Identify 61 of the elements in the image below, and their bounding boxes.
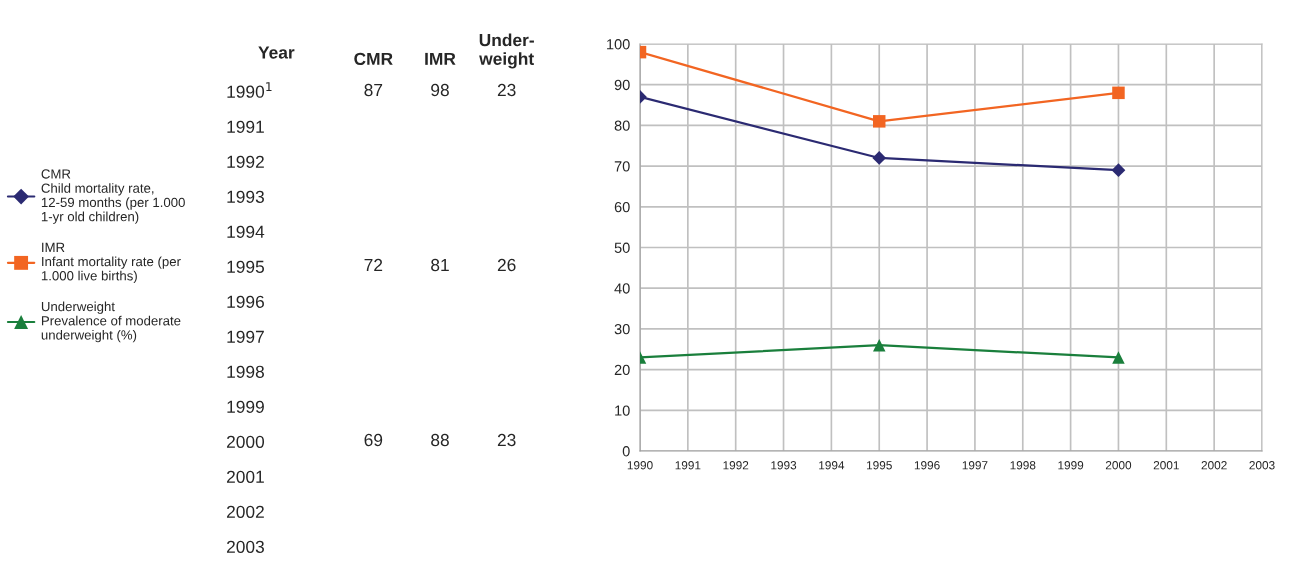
y-tick-label: 1998 — [227, 365, 264, 378]
x-tick-label: 1999 — [1058, 461, 1084, 470]
x-tick-label: IMR — [425, 52, 456, 65]
y-tick-label: 70 — [614, 161, 630, 172]
y-tick-label: 2003 — [226, 540, 264, 553]
y-tick-label: 2001 — [226, 470, 264, 483]
data-label: 23 — [497, 83, 516, 97]
y-tick-label: 1994 — [227, 225, 265, 238]
x-tick-label: 1992 — [723, 461, 749, 470]
data-label: 98 — [431, 83, 449, 97]
x-tick-label: CMR — [354, 52, 393, 66]
y-tick-label: 2002 — [226, 505, 264, 518]
y-tick-label: 80 — [614, 120, 630, 131]
data-label: 23 — [497, 433, 516, 447]
y-tick-label: 1997 — [227, 330, 264, 343]
data-label: 88 — [431, 433, 449, 447]
x-tick-label: 1996 — [914, 461, 940, 470]
y-tick-label: 10 — [615, 405, 630, 416]
legend-label: Underweight Prevalence of moderate underweight (%) — [41, 301, 181, 343]
data-label: 87 — [364, 83, 383, 97]
x-tick-label: Under- weight — [479, 33, 534, 69]
legend-label: CMR Child mortality rate, 12-59 months (per 1.000 1-yr old children) — [41, 169, 185, 224]
point — [872, 151, 887, 165]
x-tick-label: 1998 — [1010, 461, 1036, 470]
x-tick-label: 2003 — [1249, 461, 1275, 470]
data-label: 72 — [364, 258, 383, 271]
y-tick-label: 1995 — [227, 260, 264, 273]
y-tick-label: 1990$^{1}$ — [227, 82, 272, 98]
y-tick-label: 30 — [614, 324, 630, 335]
y-tick-label: 50 — [614, 242, 630, 253]
y-tick-label: 100 — [607, 39, 630, 50]
y-tick-label: 60 — [614, 201, 630, 213]
data-label: 69 — [364, 433, 383, 447]
y-tick-label: 1991 — [227, 120, 264, 133]
x-tick-label: 1990 — [627, 461, 653, 470]
point — [1112, 86, 1125, 100]
y-tick-label: 0 — [622, 446, 630, 457]
y-tick-label: 1996 — [227, 295, 264, 308]
x-tick-label: 1994 — [819, 461, 845, 470]
legend-label: IMR Infant mortality rate (per 1.000 live births) — [41, 242, 181, 284]
x-tick-label: 1993 — [771, 461, 797, 470]
x-tick-label: 2002 — [1201, 461, 1227, 470]
point — [1111, 163, 1126, 178]
x-tick-label: 1991 — [675, 461, 701, 470]
x-tick-label: 2000 — [1105, 461, 1132, 470]
y-tick-label: 1999 — [227, 400, 264, 413]
x-tick-label: 1995 — [867, 461, 892, 470]
point — [1112, 351, 1125, 364]
y-tick-label: 1993 — [227, 190, 264, 203]
y-tick-label: 2000 — [226, 435, 265, 448]
point — [872, 338, 886, 352]
x-tick-label: 2001 — [1153, 461, 1179, 470]
x-tick-label: 1997 — [962, 461, 988, 470]
y-tick-label: 40 — [614, 283, 630, 294]
y-tick-label: 20 — [614, 364, 630, 376]
point — [872, 115, 886, 128]
y-axis-title: Year — [258, 46, 295, 59]
y-tick-label: 90 — [614, 79, 630, 91]
data-label: 81 — [431, 258, 449, 272]
y-tick-label: 1992 — [227, 155, 264, 168]
data-label: 26 — [497, 258, 516, 272]
